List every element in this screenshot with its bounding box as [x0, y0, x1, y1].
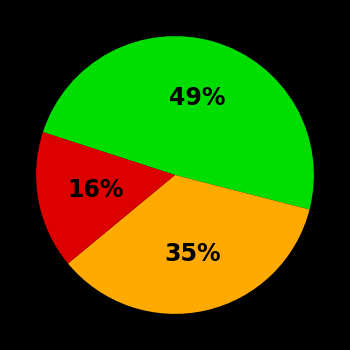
Text: 35%: 35%	[164, 241, 221, 266]
Text: 49%: 49%	[169, 86, 226, 110]
Wedge shape	[68, 175, 309, 314]
Text: 16%: 16%	[68, 178, 124, 202]
Wedge shape	[43, 36, 314, 210]
Wedge shape	[36, 132, 175, 264]
